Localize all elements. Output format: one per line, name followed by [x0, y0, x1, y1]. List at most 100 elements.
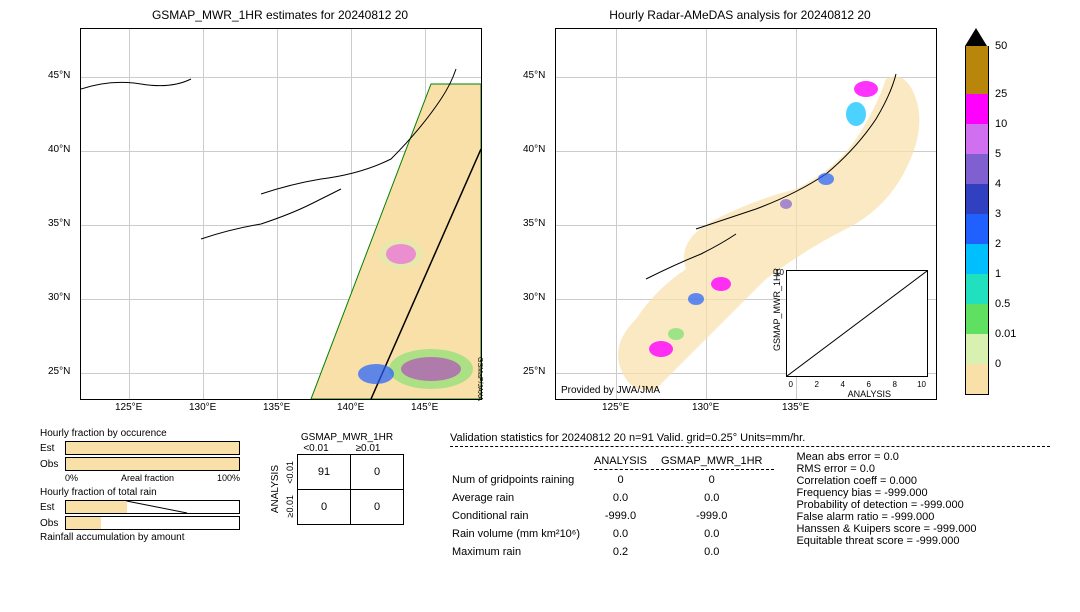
stats-val: 0	[661, 472, 774, 488]
axis-label: 40°N	[48, 144, 70, 155]
ct-row-header: ≥0.01	[285, 495, 295, 517]
metric: Mean abs error = 0.0	[796, 451, 976, 463]
metric: Hanssen & Kuipers score = -999.000	[796, 523, 976, 535]
axis-max: 100%	[217, 473, 240, 483]
stats-val: 0.0	[594, 490, 659, 506]
ct-col-header: <0.01	[290, 443, 342, 454]
axis-label: 35°N	[523, 218, 545, 229]
axis-min: 0%	[65, 473, 78, 483]
cb-label: 10	[995, 118, 1007, 130]
ct-cell: 0	[351, 455, 404, 490]
stats-title: Validation statistics for 20240812 20 n=…	[450, 432, 1050, 447]
est-occ-bar	[65, 441, 240, 455]
axis-label: 45°N	[523, 70, 545, 81]
cb-label: 3	[995, 208, 1001, 220]
color-segment	[965, 364, 989, 395]
cb-label: 0.5	[995, 298, 1010, 310]
axis-label: 40°N	[523, 144, 545, 155]
ct-col-header: ≥0.01	[342, 443, 394, 454]
contingency-table: GSMAP_MWR_1HR <0.01 ≥0.01 ANALYSIS <0.01…	[270, 432, 404, 525]
metric: False alarm ratio = -999.000	[796, 511, 976, 523]
cb-label: 50	[995, 40, 1007, 52]
axis-label: 125°E	[602, 402, 629, 413]
axis-label: 25°N	[48, 366, 70, 377]
stats-row-label: Num of gridpoints raining	[452, 472, 592, 488]
axis-label: 30°N	[523, 292, 545, 303]
scatter-tick: 10	[917, 380, 926, 389]
stats-col-header: ANALYSIS	[594, 453, 659, 470]
stats-val: 0.0	[594, 526, 659, 542]
axis-label: 125°E	[115, 402, 142, 413]
color-segment	[965, 304, 989, 334]
metric: Equitable threat score = -999.000	[796, 535, 976, 547]
stats-val: 0	[594, 472, 659, 488]
axis-mid: Areal fraction	[121, 473, 174, 483]
axis-label: 130°E	[692, 402, 719, 413]
stats-val: 0.0	[661, 526, 774, 542]
provider-label: Provided by JWA/JMA	[561, 385, 660, 396]
obs-label: Obs	[40, 518, 65, 529]
cb-label: 5	[995, 148, 1001, 160]
stats-table: ANALYSIS GSMAP_MWR_1HR Num of gridpoints…	[450, 451, 776, 562]
swath-overlay	[81, 29, 481, 399]
cb-label: 1	[995, 268, 1001, 280]
ct-row-title: ANALYSIS	[270, 465, 281, 513]
est-label: Est	[40, 502, 65, 513]
metric: Probability of detection = -999.000	[796, 499, 976, 511]
left-map-credit: GSMaP/JAXA	[476, 357, 483, 401]
scatter-ylabel: GSMAP_MWR_1HR	[772, 268, 782, 351]
color-segment	[965, 184, 989, 214]
scatter-tick: 10	[775, 268, 784, 277]
scatter-tick: 0	[789, 380, 793, 389]
left-map-panel: GSMaP/JAXA	[80, 28, 482, 400]
ct-row-header: <0.01	[285, 461, 295, 484]
stats-row-label: Conditional rain	[452, 508, 592, 524]
scatter-tick: 2	[815, 380, 819, 389]
occurrence-bars: Hourly fraction by occurence Est Obs 0% …	[40, 428, 240, 543]
axis-label: 25°N	[523, 366, 545, 377]
color-segment	[965, 154, 989, 184]
ct-cell: 0	[298, 490, 351, 525]
scatter-plot: GSMAP_MWR_1HR	[786, 270, 928, 377]
stats-row-label: Maximum rain	[452, 544, 592, 560]
color-segment	[965, 46, 989, 94]
color-segment	[965, 334, 989, 364]
cb-label: 2	[995, 238, 1001, 250]
metric: Correlation coeff = 0.000	[796, 475, 976, 487]
metric: Frequency bias = -999.000	[796, 487, 976, 499]
right-map-title: Hourly Radar-AMeDAS analysis for 2024081…	[540, 8, 940, 22]
axis-label: 140°E	[337, 402, 364, 413]
right-map-panel: GSMAP_MWR_1HR ANALYSIS 0 2 4 6 8 10 10 P…	[555, 28, 937, 400]
color-segment	[965, 214, 989, 244]
scatter-tick: 8	[893, 380, 897, 389]
obs-rain-bar	[65, 516, 240, 530]
scatter-tick: 4	[841, 380, 845, 389]
stats-row-label: Average rain	[452, 490, 592, 506]
occurrence-title: Hourly fraction by occurence	[40, 428, 240, 439]
obs-occ-bar	[65, 457, 240, 471]
est-rain-bar	[65, 500, 240, 514]
axis-label: 30°N	[48, 292, 70, 303]
accum-title: Rainfall accumulation by amount	[40, 532, 240, 543]
ct-col-title: GSMAP_MWR_1HR	[290, 432, 404, 443]
scatter-xlabel: ANALYSIS	[848, 389, 891, 399]
stats-val: -999.0	[661, 508, 774, 524]
axis-label: 135°E	[263, 402, 290, 413]
color-segment	[965, 124, 989, 154]
stats-val: 0.2	[594, 544, 659, 560]
stats-val: 0.0	[661, 490, 774, 506]
cb-label: 25	[995, 88, 1007, 100]
left-map-title: GSMAP_MWR_1HR estimates for 20240812 20	[60, 8, 500, 22]
cb-label: 0	[995, 358, 1001, 370]
stats-col-header: GSMAP_MWR_1HR	[661, 453, 774, 470]
ct-cell: 91	[298, 455, 351, 490]
axis-label: 45°N	[48, 70, 70, 81]
stats-val: 0.0	[661, 544, 774, 560]
metric: RMS error = 0.0	[796, 463, 976, 475]
stats-row-label: Rain volume (mm km²10⁶)	[452, 526, 592, 542]
axis-label: 35°N	[48, 218, 70, 229]
cb-label: 0.01	[995, 328, 1016, 340]
total-rain-title: Hourly fraction of total rain	[40, 487, 240, 498]
axis-label: 130°E	[189, 402, 216, 413]
est-label: Est	[40, 443, 65, 454]
